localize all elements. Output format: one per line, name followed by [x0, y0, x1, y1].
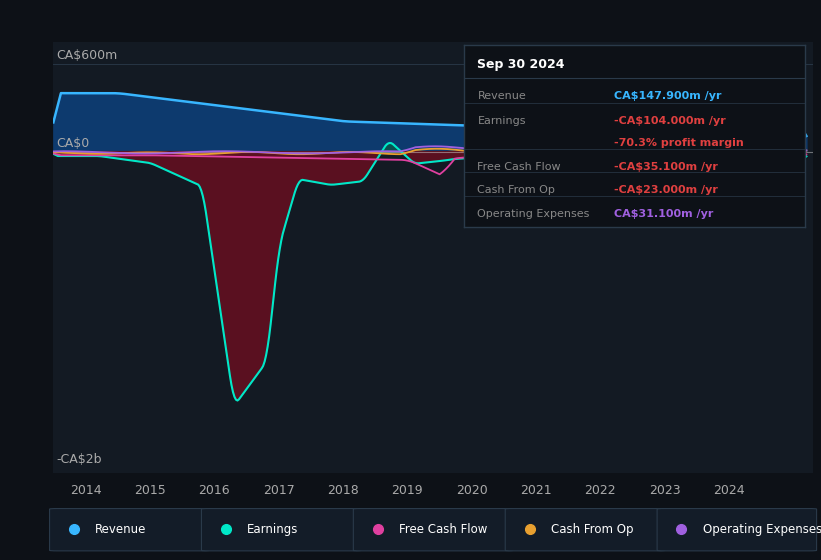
Text: CA$0: CA$0	[57, 137, 89, 150]
Text: -70.3% profit margin: -70.3% profit margin	[614, 138, 744, 148]
FancyBboxPatch shape	[49, 508, 209, 551]
Text: Operating Expenses: Operating Expenses	[703, 522, 821, 536]
FancyBboxPatch shape	[505, 508, 665, 551]
Text: Operating Expenses: Operating Expenses	[478, 209, 589, 219]
Text: CA$147.900m /yr: CA$147.900m /yr	[614, 91, 722, 101]
Text: CA$600m: CA$600m	[57, 49, 118, 63]
Text: Cash From Op: Cash From Op	[478, 185, 555, 195]
Text: Cash From Op: Cash From Op	[551, 522, 633, 536]
Text: -CA$104.000m /yr: -CA$104.000m /yr	[614, 116, 726, 126]
Text: Earnings: Earnings	[478, 116, 526, 126]
Text: Revenue: Revenue	[95, 522, 146, 536]
Text: -CA$2b: -CA$2b	[57, 453, 102, 466]
Text: Free Cash Flow: Free Cash Flow	[478, 162, 561, 172]
Text: Free Cash Flow: Free Cash Flow	[399, 522, 488, 536]
Text: -CA$23.000m /yr: -CA$23.000m /yr	[614, 185, 718, 195]
FancyBboxPatch shape	[201, 508, 361, 551]
Text: -CA$35.100m /yr: -CA$35.100m /yr	[614, 162, 718, 172]
Text: Revenue: Revenue	[478, 91, 526, 101]
FancyBboxPatch shape	[657, 508, 817, 551]
Text: CA$31.100m /yr: CA$31.100m /yr	[614, 209, 713, 219]
Text: Sep 30 2024: Sep 30 2024	[478, 58, 565, 71]
FancyBboxPatch shape	[353, 508, 513, 551]
Text: Earnings: Earnings	[247, 522, 298, 536]
